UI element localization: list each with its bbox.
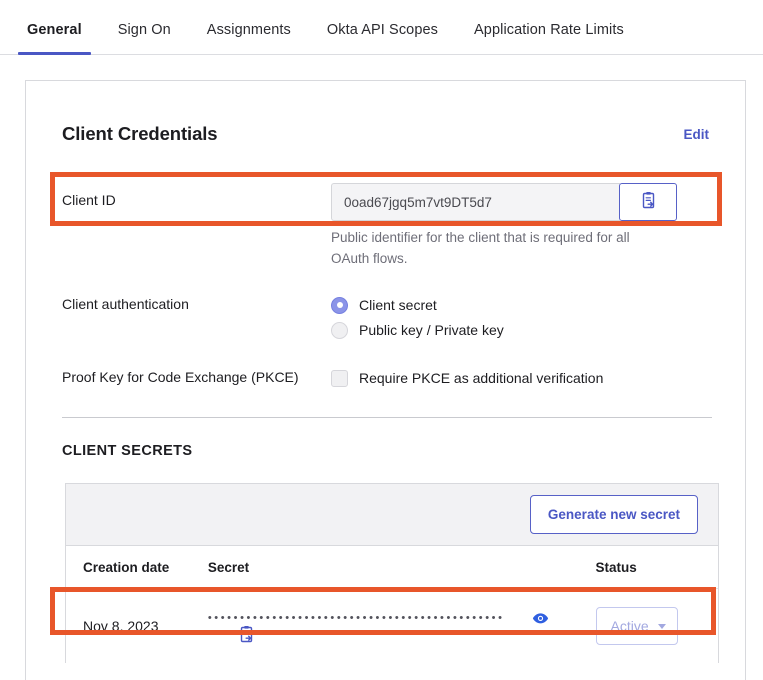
- tab-sign-on[interactable]: Sign On: [117, 22, 171, 38]
- clipboard-copy-icon: [640, 191, 657, 214]
- cell-status: Active: [595, 589, 718, 664]
- clipboard-copy-icon[interactable]: [238, 625, 255, 643]
- cell-creation-date: Nov 8, 2023: [83, 618, 159, 634]
- client-id-label: Client ID: [62, 192, 116, 208]
- radio-unselected-icon: [331, 321, 348, 339]
- client-secrets-card: Generate new secret Creation date Secret…: [65, 483, 719, 663]
- radio-option-public-private-key-label: Public key / Private key: [359, 322, 504, 338]
- pkce-option-label: Require PKCE as additional verification: [359, 370, 604, 386]
- client-id-input[interactable]: 0oad67jgq5m7vt9DT5d7: [331, 183, 620, 221]
- client-authentication-label: Client authentication: [62, 296, 189, 312]
- pkce-label: Proof Key for Code Exchange (PKCE): [62, 369, 299, 385]
- client-credentials-panel: Client Credentials Edit Client ID 0oad67…: [25, 80, 746, 680]
- tab-application-rate-limits[interactable]: Application Rate Limits: [474, 22, 624, 38]
- chevron-down-icon: [657, 623, 666, 629]
- column-header-secret: Secret: [207, 546, 596, 589]
- radio-selected-icon: [331, 296, 348, 314]
- column-header-status: Status: [595, 546, 718, 589]
- table-row: Nov 8, 2023 ••••••••••••••••••••••••••••…: [66, 589, 718, 664]
- table-header-row: Creation date Secret Status: [66, 546, 718, 589]
- tab-general[interactable]: General: [18, 22, 91, 55]
- client-id-helper-text: Public identifier for the client that is…: [331, 230, 630, 266]
- checkbox-unchecked-icon[interactable]: [331, 369, 348, 387]
- radio-option-client-secret[interactable]: Client secret: [331, 293, 504, 317]
- client-secrets-heading: CLIENT SECRETS: [62, 443, 193, 459]
- tab-list: General Sign On Assignments Okta API Sco…: [0, 0, 763, 55]
- page-title: Client Credentials: [62, 123, 218, 144]
- client-secrets-table: Creation date Secret Status Nov 8, 2023 …: [66, 546, 718, 663]
- pkce-control: Require PKCE as additional verification: [331, 366, 603, 391]
- tab-assignments[interactable]: Assignments: [206, 22, 291, 38]
- status-dropdown[interactable]: Active: [595, 607, 678, 645]
- client-secrets-toolbar: Generate new secret: [66, 484, 718, 546]
- radio-option-public-private-key[interactable]: Public key / Private key: [331, 318, 504, 342]
- copy-client-id-button[interactable]: [619, 183, 677, 221]
- column-header-creation-date: Creation date: [66, 546, 208, 589]
- client-id-control: 0oad67jgq5m7vt9DT5d7: [331, 183, 677, 221]
- radio-option-client-secret-label: Client secret: [359, 297, 437, 313]
- generate-new-secret-button[interactable]: Generate new secret: [529, 495, 698, 534]
- cell-secret: ••••••••••••••••••••••••••••••••••••••••…: [208, 589, 596, 664]
- edit-link[interactable]: Edit: [683, 127, 710, 142]
- tab-bar: General Sign On Assignments Okta API Sco…: [0, 0, 763, 55]
- status-dropdown-label: Active: [610, 618, 649, 634]
- secret-masked-value: ••••••••••••••••••••••••••••••••••••••••…: [207, 612, 505, 625]
- pkce-checkbox-row[interactable]: Require PKCE as additional verification: [331, 366, 603, 390]
- section-divider: [62, 417, 712, 418]
- tab-okta-api-scopes[interactable]: Okta API Scopes: [326, 22, 439, 38]
- eye-icon[interactable]: [532, 612, 549, 625]
- client-authentication-options: Client secret Public key / Private key: [331, 293, 504, 343]
